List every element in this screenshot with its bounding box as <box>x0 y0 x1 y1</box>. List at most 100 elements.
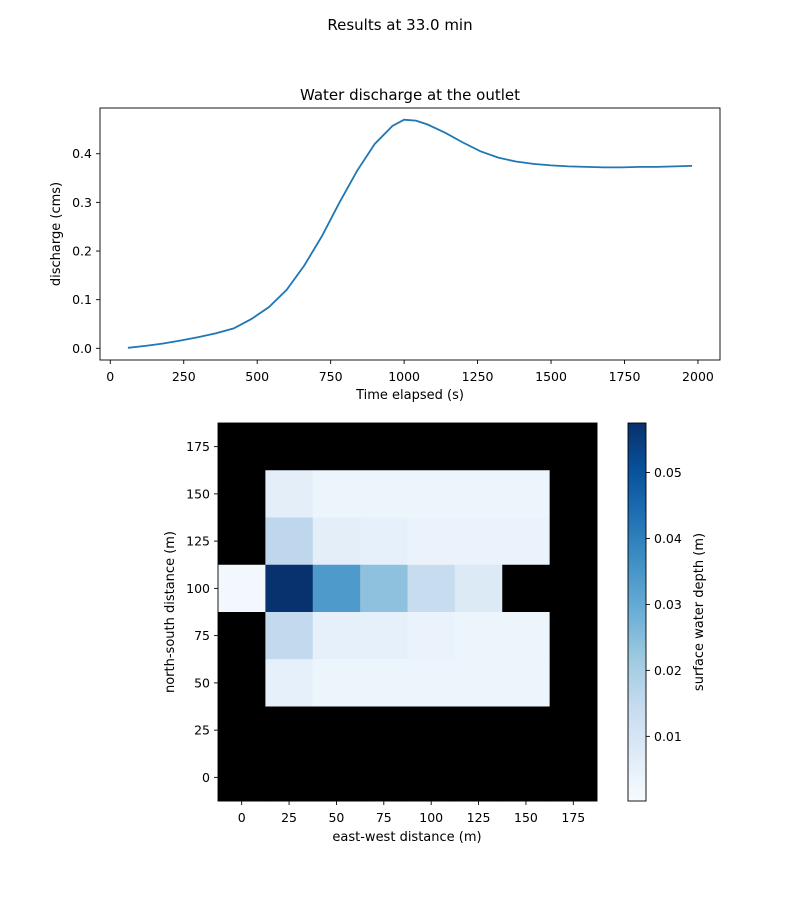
depth-cell <box>502 470 551 518</box>
depth-cell <box>218 659 266 707</box>
depth-cell <box>407 564 456 613</box>
depth-cell <box>265 753 314 802</box>
x-tick-label: 0 <box>106 369 114 384</box>
discharge-chart: Water discharge at the outlet 0 250 500 750… <box>49 86 721 403</box>
y-tick-label: 0.0 <box>72 341 92 356</box>
discharge-chart-title: Water discharge at the outlet <box>300 86 520 104</box>
depth-cell <box>407 517 456 566</box>
x-tick-label: 750 <box>319 369 343 384</box>
y-tick-label: 75 <box>194 628 210 643</box>
depth-cell <box>360 423 408 471</box>
depth-cell <box>454 564 503 613</box>
discharge-chart-ylabel: discharge (cms) <box>49 182 64 286</box>
x-tick-label: 500 <box>245 369 269 384</box>
depth-cell <box>312 706 361 755</box>
figure-suptitle: Results at 33.0 min <box>327 16 472 34</box>
x-tick-label: 25 <box>281 810 297 825</box>
depth-cell <box>360 612 408 660</box>
y-tick-label: 0.3 <box>72 195 92 210</box>
depth-cell <box>312 423 361 471</box>
depth-cell <box>312 659 361 707</box>
depth-cell <box>407 659 456 707</box>
depth-map-xlabel: east-west distance (m) <box>332 830 481 845</box>
depth-cell <box>312 517 361 566</box>
y-tick-label: 100 <box>186 581 210 596</box>
depth-cell <box>312 753 361 802</box>
depth-cell <box>502 423 551 471</box>
depth-cell <box>549 564 598 613</box>
y-tick-label: 175 <box>186 439 210 454</box>
x-tick-label: 1500 <box>535 369 567 384</box>
depth-cell <box>502 659 551 707</box>
depth-cell <box>549 706 598 755</box>
depth-cell <box>502 753 551 802</box>
depth-cell <box>502 564 551 613</box>
depth-cell <box>407 753 456 802</box>
colorbar: 0.01 0.02 0.03 0.04 0.05 surface water depth… <box>627 422 707 802</box>
depth-cell <box>407 470 456 518</box>
depth-cell <box>218 517 266 566</box>
y-tick-label: 125 <box>186 534 210 549</box>
colorbar-tick-label: 0.05 <box>654 465 682 480</box>
discharge-chart-xlabel: Time elapsed (s) <box>355 388 464 403</box>
x-tick-label: 50 <box>328 810 344 825</box>
depth-cell <box>265 517 314 566</box>
depth-map-ylabel: north-south distance (m) <box>163 531 178 693</box>
depth-cell <box>218 612 266 660</box>
depth-cell <box>312 564 361 613</box>
depth-cell <box>360 706 408 755</box>
x-tick-label: 1000 <box>388 369 420 384</box>
depth-cell <box>218 470 266 518</box>
depth-cell <box>454 706 503 755</box>
x-tick-label: 2000 <box>682 369 714 384</box>
colorbar-tick-label: 0.01 <box>654 729 682 744</box>
y-tick-label: 150 <box>186 486 210 501</box>
depth-cell <box>265 706 314 755</box>
colorbar-gradient <box>627 422 647 802</box>
depth-cell <box>360 659 408 707</box>
depth-cell <box>265 659 314 707</box>
depth-cell <box>407 612 456 660</box>
depth-cell <box>549 753 598 802</box>
x-tick-label: 100 <box>419 810 443 825</box>
colorbar-tick-label: 0.02 <box>654 663 682 678</box>
depth-cell <box>218 564 266 613</box>
depth-cell <box>549 612 598 660</box>
depth-cell <box>549 470 598 518</box>
depth-cell <box>502 612 551 660</box>
depth-cell <box>502 517 551 566</box>
y-tick-label: 0.4 <box>72 146 92 161</box>
y-tick-label: 50 <box>194 675 210 690</box>
depth-cell <box>360 753 408 802</box>
depth-cell <box>454 423 503 471</box>
x-tick-label: 75 <box>376 810 392 825</box>
depth-cell <box>407 423 456 471</box>
x-tick-label: 150 <box>514 810 538 825</box>
depth-cell <box>218 706 266 755</box>
depth-cell <box>407 706 456 755</box>
depth-cell <box>312 470 361 518</box>
depth-cell <box>312 612 361 660</box>
depth-cell <box>454 517 503 566</box>
depth-cell <box>265 470 314 518</box>
y-tick-label: 25 <box>194 723 210 738</box>
depth-cell <box>454 753 503 802</box>
depth-map: 0 25 50 75 100 125 150 175 0 25 50 75 100 125 150 175 e… <box>163 422 598 845</box>
colorbar-tick-label: 0.04 <box>654 531 682 546</box>
depth-cell <box>502 706 551 755</box>
depth-cell <box>360 564 408 613</box>
depth-cell <box>549 659 598 707</box>
y-tick-label: 0.1 <box>72 292 92 307</box>
y-tick-label: 0 <box>202 770 210 785</box>
depth-cell <box>265 423 314 471</box>
depth-cell <box>454 659 503 707</box>
depth-cell <box>454 470 503 518</box>
discharge-chart-frame <box>99 107 721 361</box>
x-tick-label: 175 <box>561 810 585 825</box>
depth-cell <box>549 517 598 566</box>
x-tick-label: 1750 <box>609 369 641 384</box>
colorbar-label: surface water depth (m) <box>692 533 707 691</box>
x-tick-label: 125 <box>467 810 491 825</box>
depth-cell <box>360 517 408 566</box>
